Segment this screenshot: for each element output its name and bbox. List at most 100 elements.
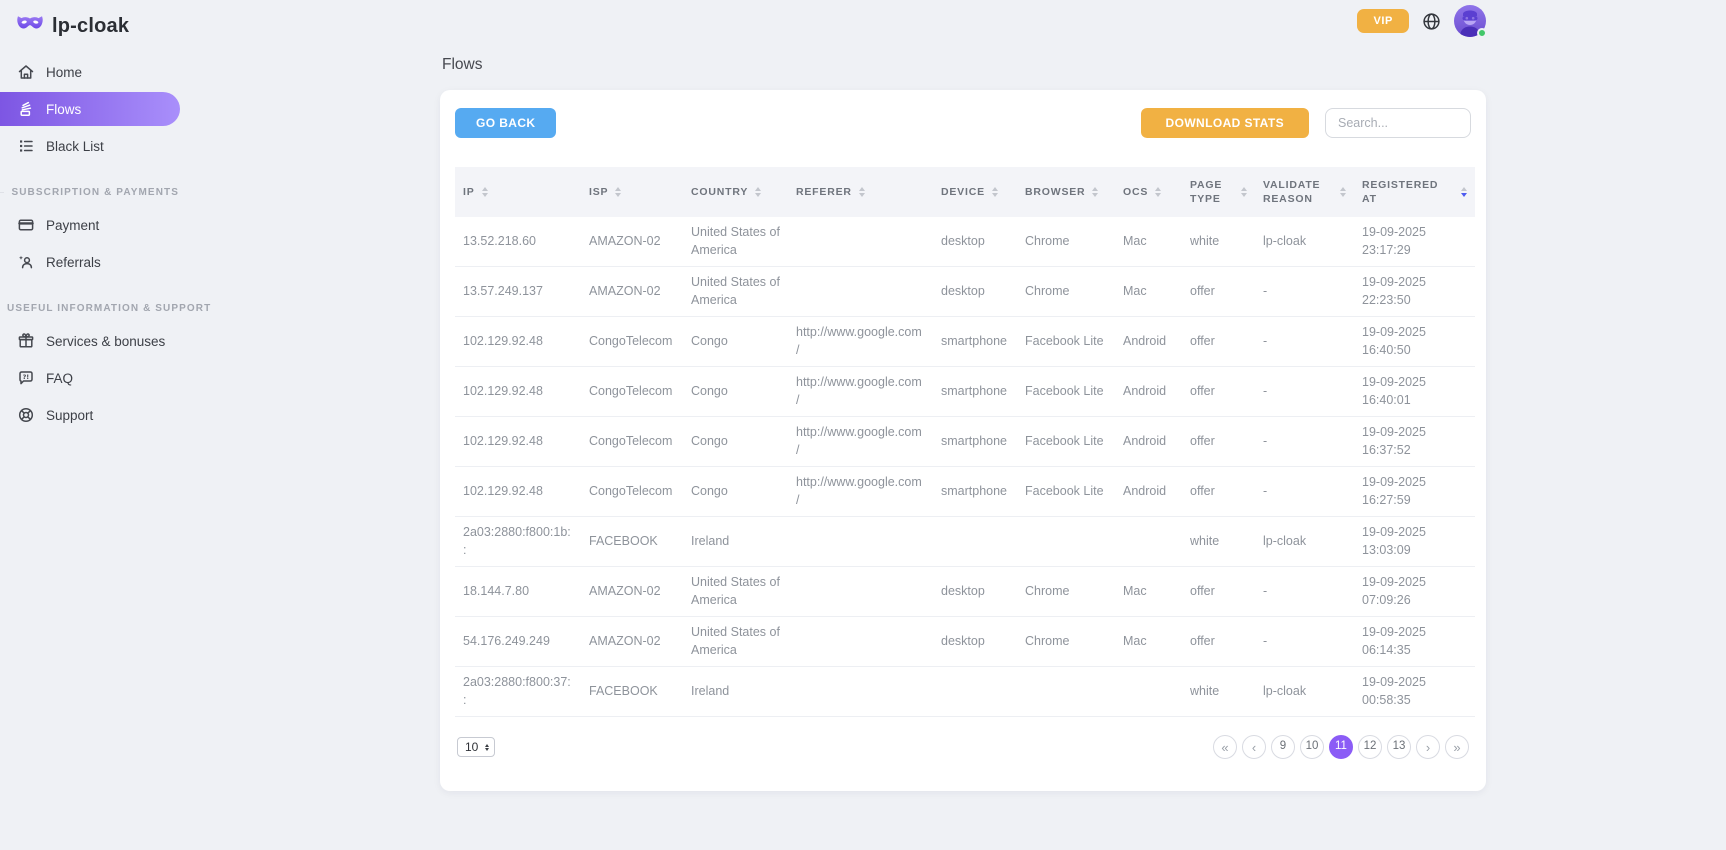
card-toolbar: GO BACK DOWNLOAD STATS	[455, 108, 1471, 138]
column-header-ocs[interactable]: OCS	[1115, 167, 1182, 217]
cell-isp: AMAZON-02	[589, 283, 661, 298]
table-row[interactable]: 2a03:2880:f800:1b:: FACEBOOK Ireland whi…	[455, 517, 1475, 567]
sort-icon[interactable]	[481, 186, 488, 197]
cell-ocs: Android	[1123, 433, 1167, 448]
cell-isp: CongoTelecom	[589, 383, 673, 398]
cell-validate-reason: -	[1263, 583, 1268, 598]
column-header-page-type[interactable]: PAGE TYPE	[1182, 167, 1255, 217]
sidebar-item-label: Home	[46, 64, 83, 80]
language-globe-icon[interactable]	[1422, 12, 1441, 31]
vip-badge[interactable]: VIP	[1357, 9, 1409, 33]
table-row[interactable]: 102.129.92.48 CongoTelecom Congo http://…	[455, 467, 1475, 517]
cell-page-type: offer	[1190, 483, 1215, 498]
cell-page-type: white	[1190, 533, 1220, 548]
cell-registered-at: 19-09-2025 16:40:01	[1362, 375, 1426, 407]
download-stats-button[interactable]: DOWNLOAD STATS	[1140, 108, 1309, 138]
cell-ocs: Android	[1123, 333, 1167, 348]
sort-icon[interactable]	[858, 186, 865, 197]
first-page-button[interactable]: «	[1213, 735, 1237, 759]
sidebar-item-flows[interactable]: Flows	[0, 92, 180, 126]
cell-isp: FACEBOOK	[589, 683, 658, 698]
cell-referer	[788, 667, 933, 717]
user-avatar[interactable]	[1454, 5, 1487, 38]
cell-registered-at: 19-09-2025 23:17:29	[1362, 225, 1426, 257]
column-label: COUNTRY	[691, 185, 749, 198]
cell-device: smartphone	[941, 483, 1008, 498]
sidebar-item-label: Services & bonuses	[46, 333, 166, 349]
cell-isp: AMAZON-02	[589, 233, 661, 248]
column-header-country[interactable]: COUNTRY	[683, 167, 788, 217]
cell-page-type: offer	[1190, 433, 1215, 448]
cell-registered-at: 19-09-2025 16:27:59	[1362, 475, 1426, 507]
cell-validate-reason: lp-cloak	[1263, 233, 1307, 248]
sort-icon[interactable]	[1461, 187, 1467, 197]
sidebar-item-home[interactable]: Home	[0, 55, 200, 89]
column-label: ISP	[589, 185, 609, 198]
pagination: «‹ 9 10 11 12 13 ›»	[1213, 735, 1469, 759]
cell-referer	[788, 517, 933, 567]
sort-icon[interactable]	[1092, 186, 1099, 197]
cell-page-type: offer	[1190, 583, 1215, 598]
brand-logo[interactable]: lp-cloak	[0, 6, 200, 52]
sidebar-item-label: Flows	[46, 101, 82, 117]
cell-country: United States of America	[691, 575, 780, 607]
table-row[interactable]: 13.57.249.137 AMAZON-02 United States of…	[455, 267, 1475, 317]
page-button-11[interactable]: 11	[1329, 735, 1353, 759]
column-header-validate-reason[interactable]: VALIDATE REASON	[1255, 167, 1354, 217]
page-button-13[interactable]: 13	[1387, 735, 1411, 759]
table-row[interactable]: 2a03:2880:f800:37:: FACEBOOK Ireland whi…	[455, 667, 1475, 717]
last-page-button[interactable]: »	[1445, 735, 1469, 759]
cell-ip: 18.144.7.80	[463, 583, 530, 598]
cell-registered-at: 19-09-2025 07:09:26	[1362, 575, 1426, 607]
sidebar-item-referrals[interactable]: Referrals	[0, 245, 200, 279]
sort-icon[interactable]	[1155, 186, 1162, 197]
column-label: VALIDATE REASON	[1263, 178, 1321, 205]
page-button-12[interactable]: 12	[1358, 735, 1382, 759]
sort-icon[interactable]	[1241, 187, 1247, 197]
next-page-button[interactable]: ›	[1416, 735, 1440, 759]
column-header-registered-at[interactable]: REGISTERED AT	[1354, 167, 1475, 217]
sort-icon[interactable]	[991, 186, 998, 197]
sidebar-item-label: Referrals	[46, 254, 101, 270]
sidebar-item-black-list[interactable]: Black List	[0, 129, 200, 163]
table-row[interactable]: 18.144.7.80 AMAZON-02 United States of A…	[455, 567, 1475, 617]
online-status-dot	[1477, 28, 1487, 38]
cell-device: smartphone	[941, 383, 1008, 398]
column-header-device[interactable]: DEVICE	[933, 167, 1017, 217]
search-input[interactable]	[1325, 108, 1471, 138]
cell-device: desktop	[941, 583, 985, 598]
page-size-value: 10	[465, 740, 479, 754]
previous-page-button[interactable]: ‹	[1242, 735, 1266, 759]
sort-icon[interactable]	[615, 186, 622, 197]
sort-icon[interactable]	[1340, 187, 1346, 197]
cell-country: Congo	[691, 333, 728, 348]
table-row[interactable]: 13.52.218.60 AMAZON-02 United States of …	[455, 217, 1475, 267]
sidebar-item-payment[interactable]: Payment	[0, 208, 200, 242]
cell-ip: 102.129.92.48	[463, 333, 543, 348]
table-row[interactable]: 102.129.92.48 CongoTelecom Congo http://…	[455, 417, 1475, 467]
column-header-ip[interactable]: IP	[455, 167, 581, 217]
cell-ip: 102.129.92.48	[463, 383, 543, 398]
column-header-isp[interactable]: ISP	[581, 167, 683, 217]
table-row[interactable]: 54.176.249.249 AMAZON-02 United States o…	[455, 617, 1475, 667]
table-row[interactable]: 102.129.92.48 CongoTelecom Congo http://…	[455, 317, 1475, 367]
cell-ocs: Mac	[1123, 583, 1147, 598]
cell-ocs	[1115, 667, 1182, 717]
sort-icon[interactable]	[755, 186, 762, 197]
page-size-select[interactable]: 10	[457, 737, 496, 757]
cell-registered-at: 19-09-2025 06:14:35	[1362, 625, 1426, 657]
cell-referer: http://www.google.com/	[796, 375, 922, 407]
page-button-10[interactable]: 10	[1300, 735, 1324, 759]
referral-user-icon	[17, 253, 35, 271]
table-row[interactable]: 102.129.92.48 CongoTelecom Congo http://…	[455, 367, 1475, 417]
sidebar-item-services-bonuses[interactable]: Services & bonuses	[0, 324, 200, 358]
sidebar-item-support[interactable]: Support	[0, 398, 200, 432]
page-button-9[interactable]: 9	[1271, 735, 1295, 759]
cell-referer: http://www.google.com/	[796, 325, 922, 357]
go-back-button[interactable]: GO BACK	[455, 108, 557, 138]
sidebar-item-faq[interactable]: ?! FAQ	[0, 361, 200, 395]
column-header-referer[interactable]: REFERER	[788, 167, 933, 217]
cell-isp: FACEBOOK	[589, 533, 658, 548]
column-header-browser[interactable]: BROWSER	[1017, 167, 1115, 217]
main-content: VIP	[200, 0, 1726, 850]
